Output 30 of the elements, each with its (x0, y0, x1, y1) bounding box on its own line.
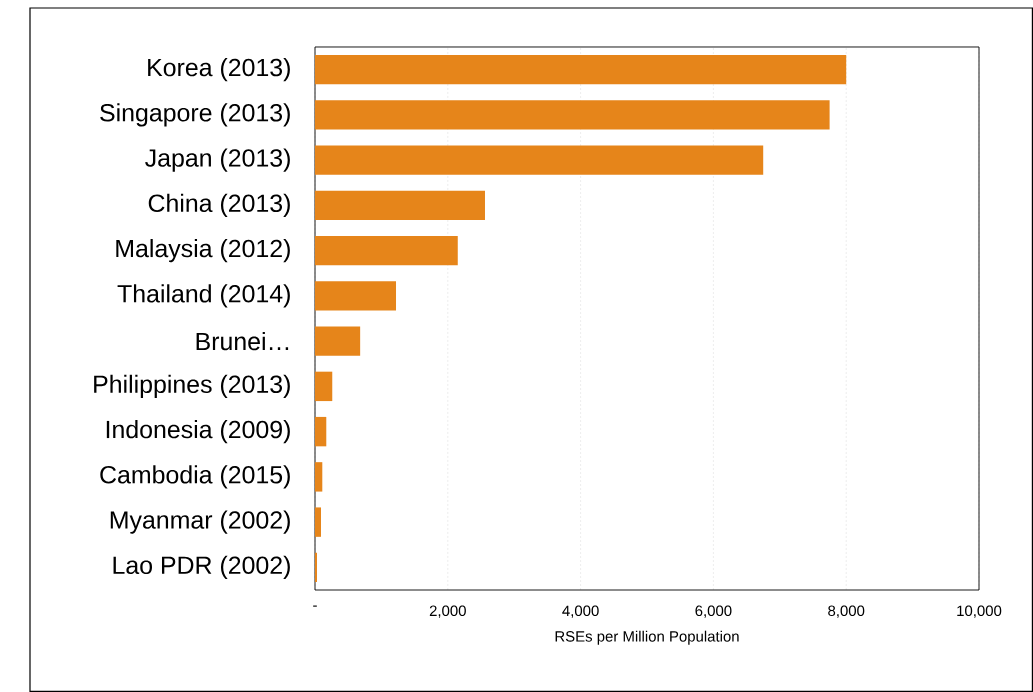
bar (315, 54, 847, 85)
y-tick-label: Japan (2013) (145, 148, 290, 172)
bar (315, 507, 321, 537)
bar (315, 145, 764, 175)
bar (315, 235, 458, 266)
y-tick-label: Singapore (2013) (100, 103, 290, 127)
y-tick-label: Philippines (2013) (94, 374, 290, 398)
x-tick-label: 6,000 (695, 605, 732, 618)
y-tick-label: Korea (2013) (148, 58, 290, 82)
bar (315, 462, 323, 492)
bar (315, 371, 333, 402)
x-axis-title: RSEs per Million Population (555, 630, 739, 645)
x-tick-label: 8,000 (828, 605, 865, 618)
bar (315, 281, 397, 311)
bar (315, 100, 830, 130)
bar (315, 326, 361, 356)
y-tick-label: China (2013) (148, 193, 290, 217)
y-tick-label: Malaysia (2012) (116, 239, 290, 263)
y-tick-label: Brunei… (196, 331, 289, 351)
y-tick-label: Cambodia (2015) (100, 465, 290, 489)
x-tick-label: 4,000 (562, 605, 599, 618)
y-tick-label: Myanmar (2002) (110, 510, 290, 534)
x-tick-label: - (313, 605, 317, 607)
y-tick-label: Lao PDR (2002) (113, 555, 290, 579)
x-tick-label: 10,000 (957, 605, 1002, 618)
y-tick-label: Thailand (2014) (117, 284, 290, 308)
bar (315, 416, 327, 447)
bar (315, 190, 485, 221)
y-tick-label: Indonesia (2009) (106, 420, 290, 444)
x-tick-label: 2,000 (429, 605, 466, 618)
